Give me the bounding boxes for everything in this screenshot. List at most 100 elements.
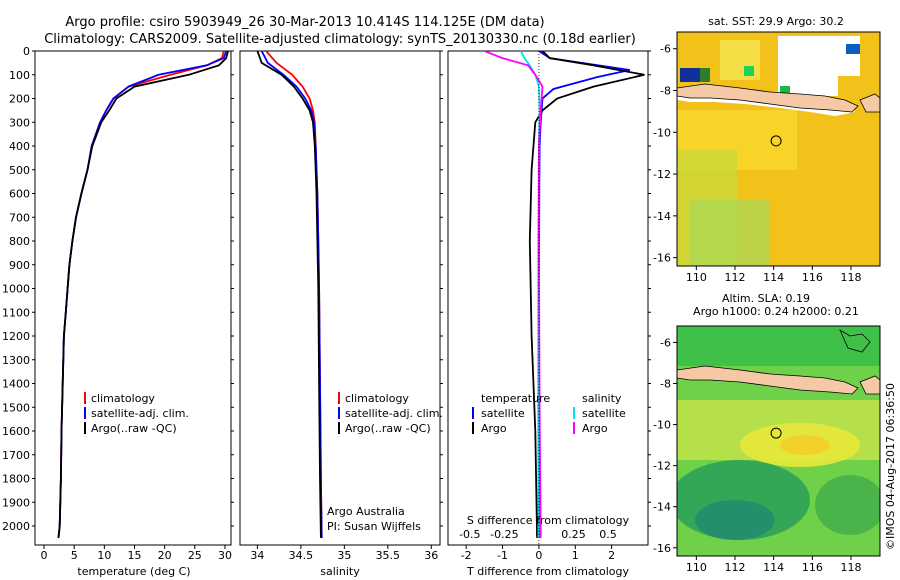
depth-tick-label: 200	[9, 93, 30, 106]
sst-map-title: sat. SST: 29.9 Argo: 30.2	[708, 15, 844, 28]
x-tick-label: 25	[188, 549, 202, 562]
x-tick-label: 35.5	[376, 549, 401, 562]
difference-legend: temperature satellite Argo salinity sate…	[472, 392, 626, 435]
depth-tick-label: 1500	[2, 401, 30, 414]
depth-tick-label: 1100	[2, 306, 30, 319]
x-tick-label: 10	[97, 549, 111, 562]
difference-x-axis-label: T difference from climatology	[466, 565, 629, 578]
x-tick-label: 36	[424, 549, 438, 562]
map-lat-tick-label: -16	[653, 542, 671, 555]
map-lat-tick-label: -10	[653, 419, 671, 432]
temperature-plot-frame	[34, 50, 232, 546]
x-tick-label: -1	[497, 549, 508, 562]
map-lat-tick-label: -8	[660, 378, 671, 391]
salinity-x-axis-label: salinity	[320, 565, 360, 578]
map-lat-tick-label: -6	[660, 336, 671, 349]
map-lon-tick-label: 112	[725, 561, 746, 574]
x-tick-label: 0	[41, 549, 48, 562]
legend-label-climatology: climatology	[91, 392, 155, 405]
map-lon-tick-label: 110	[686, 271, 707, 284]
depth-tick-label: 600	[9, 188, 30, 201]
depth-tick-label: 1600	[2, 425, 30, 438]
header-title-line1: Argo profile: csiro 5903949_26 30-Mar-20…	[65, 15, 544, 30]
depth-tick-label: 500	[9, 164, 30, 177]
depth-tick-label: 1400	[2, 378, 30, 391]
legend-label-salinity-argo: Argo	[582, 422, 608, 435]
legend-heading-salinity: salinity	[582, 392, 622, 405]
map-lon-tick-label: 116	[802, 271, 823, 284]
series-line-argo-raw-qc-	[57, 51, 229, 538]
map-lon-tick-label: 116	[802, 561, 823, 574]
sla-map-title-line1: Altim. SLA: 0.19	[722, 292, 810, 305]
map-lon-tick-label: 114	[763, 271, 784, 284]
salinity-annotation-line1: Argo Australia	[327, 505, 405, 518]
map-lat-tick-label: -16	[653, 252, 671, 265]
sst-map-frame	[676, 31, 881, 267]
map-lat-tick-label: -14	[653, 501, 671, 514]
x-tick-label: 20	[158, 549, 172, 562]
map-lat-tick-label: -12	[653, 168, 671, 181]
s-diff-tick-label: -0.25	[490, 528, 518, 541]
map-lon-tick-label: 114	[763, 561, 784, 574]
map-lat-tick-label: -10	[653, 126, 671, 139]
series-line-argo-raw-qc-	[256, 51, 322, 538]
map-lon-tick-label: 110	[686, 561, 707, 574]
sla-map	[677, 326, 880, 556]
legend-label-argo: Argo(..raw -QC)	[91, 422, 177, 435]
map-lat-tick-label: -6	[660, 43, 671, 56]
depth-tick-label: 900	[9, 259, 30, 272]
x-tick-label: 1	[572, 549, 579, 562]
depth-tick-label: 1700	[2, 449, 30, 462]
depth-tick-label: 1300	[2, 354, 30, 367]
legend-label-satellite: satellite-adj. clim.	[345, 407, 443, 420]
difference-plot-frame	[447, 50, 649, 546]
x-tick-label: 34	[250, 549, 264, 562]
sst-map-argo-marker	[770, 135, 782, 147]
series-group-temperature	[57, 51, 229, 538]
map-lat-tick-label: -14	[653, 210, 671, 223]
series-line-temperature-argo	[528, 51, 645, 538]
x-tick-label: 30	[218, 549, 232, 562]
x-tick-label: -2	[461, 549, 472, 562]
s-diff-tick-label: 0.25	[561, 528, 586, 541]
legend-label-climatology: climatology	[345, 392, 409, 405]
legend-label-temperature-satellite: satellite	[481, 407, 525, 420]
series-line-salinity-satellite	[519, 51, 541, 538]
sla-map-title-line2: Argo h1000: 0.24 h2000: 0.21	[693, 305, 859, 318]
map-lat-tick-label: -8	[660, 85, 671, 98]
legend-label-temperature-argo: Argo	[481, 422, 507, 435]
salinity-plot-frame	[239, 50, 441, 546]
map-lat-tick-label: -12	[653, 460, 671, 473]
depth-tick-label: 400	[9, 140, 30, 153]
sla-map-frame	[676, 325, 881, 557]
imos-credit: ©IMOS 04-Aug-2017 06:36:50	[884, 383, 897, 550]
depth-tick-label: 1800	[2, 473, 30, 486]
s-difference-label: S difference from climatology	[467, 514, 630, 527]
temperature-legend: climatology satellite-adj. clim. Argo(..…	[84, 392, 189, 435]
sst-map	[677, 32, 880, 266]
map-lon-tick-label: 118	[841, 561, 862, 574]
s-diff-tick-label: -0.5	[459, 528, 480, 541]
series-group-salinity	[256, 51, 323, 538]
header-title-line2: Climatology: CARS2009. Satellite-adjuste…	[44, 32, 636, 47]
salinity-legend: climatology satellite-adj. clim. Argo(..…	[338, 392, 443, 435]
depth-tick-label: 2000	[2, 520, 30, 533]
map-lon-tick-label: 118	[841, 271, 862, 284]
sla-map-argo-marker	[770, 427, 782, 439]
x-tick-label: 15	[128, 549, 142, 562]
depth-tick-label: 300	[9, 116, 30, 129]
temperature-x-axis-label: temperature (deg C)	[77, 565, 190, 578]
depth-tick-label: 100	[9, 69, 30, 82]
depth-tick-label: 1200	[2, 330, 30, 343]
depth-tick-label: 0	[23, 45, 30, 58]
legend-label-satellite: satellite-adj. clim.	[91, 407, 189, 420]
x-tick-label: 35	[337, 549, 351, 562]
x-tick-label: 0	[535, 549, 542, 562]
legend-heading-temperature: temperature	[481, 392, 550, 405]
x-tick-label: 2	[608, 549, 615, 562]
depth-tick-label: 1000	[2, 283, 30, 296]
map-lon-tick-label: 112	[725, 271, 746, 284]
salinity-annotation-line2: PI: Susan Wijffels	[327, 520, 421, 533]
legend-label-salinity-satellite: satellite	[582, 407, 626, 420]
